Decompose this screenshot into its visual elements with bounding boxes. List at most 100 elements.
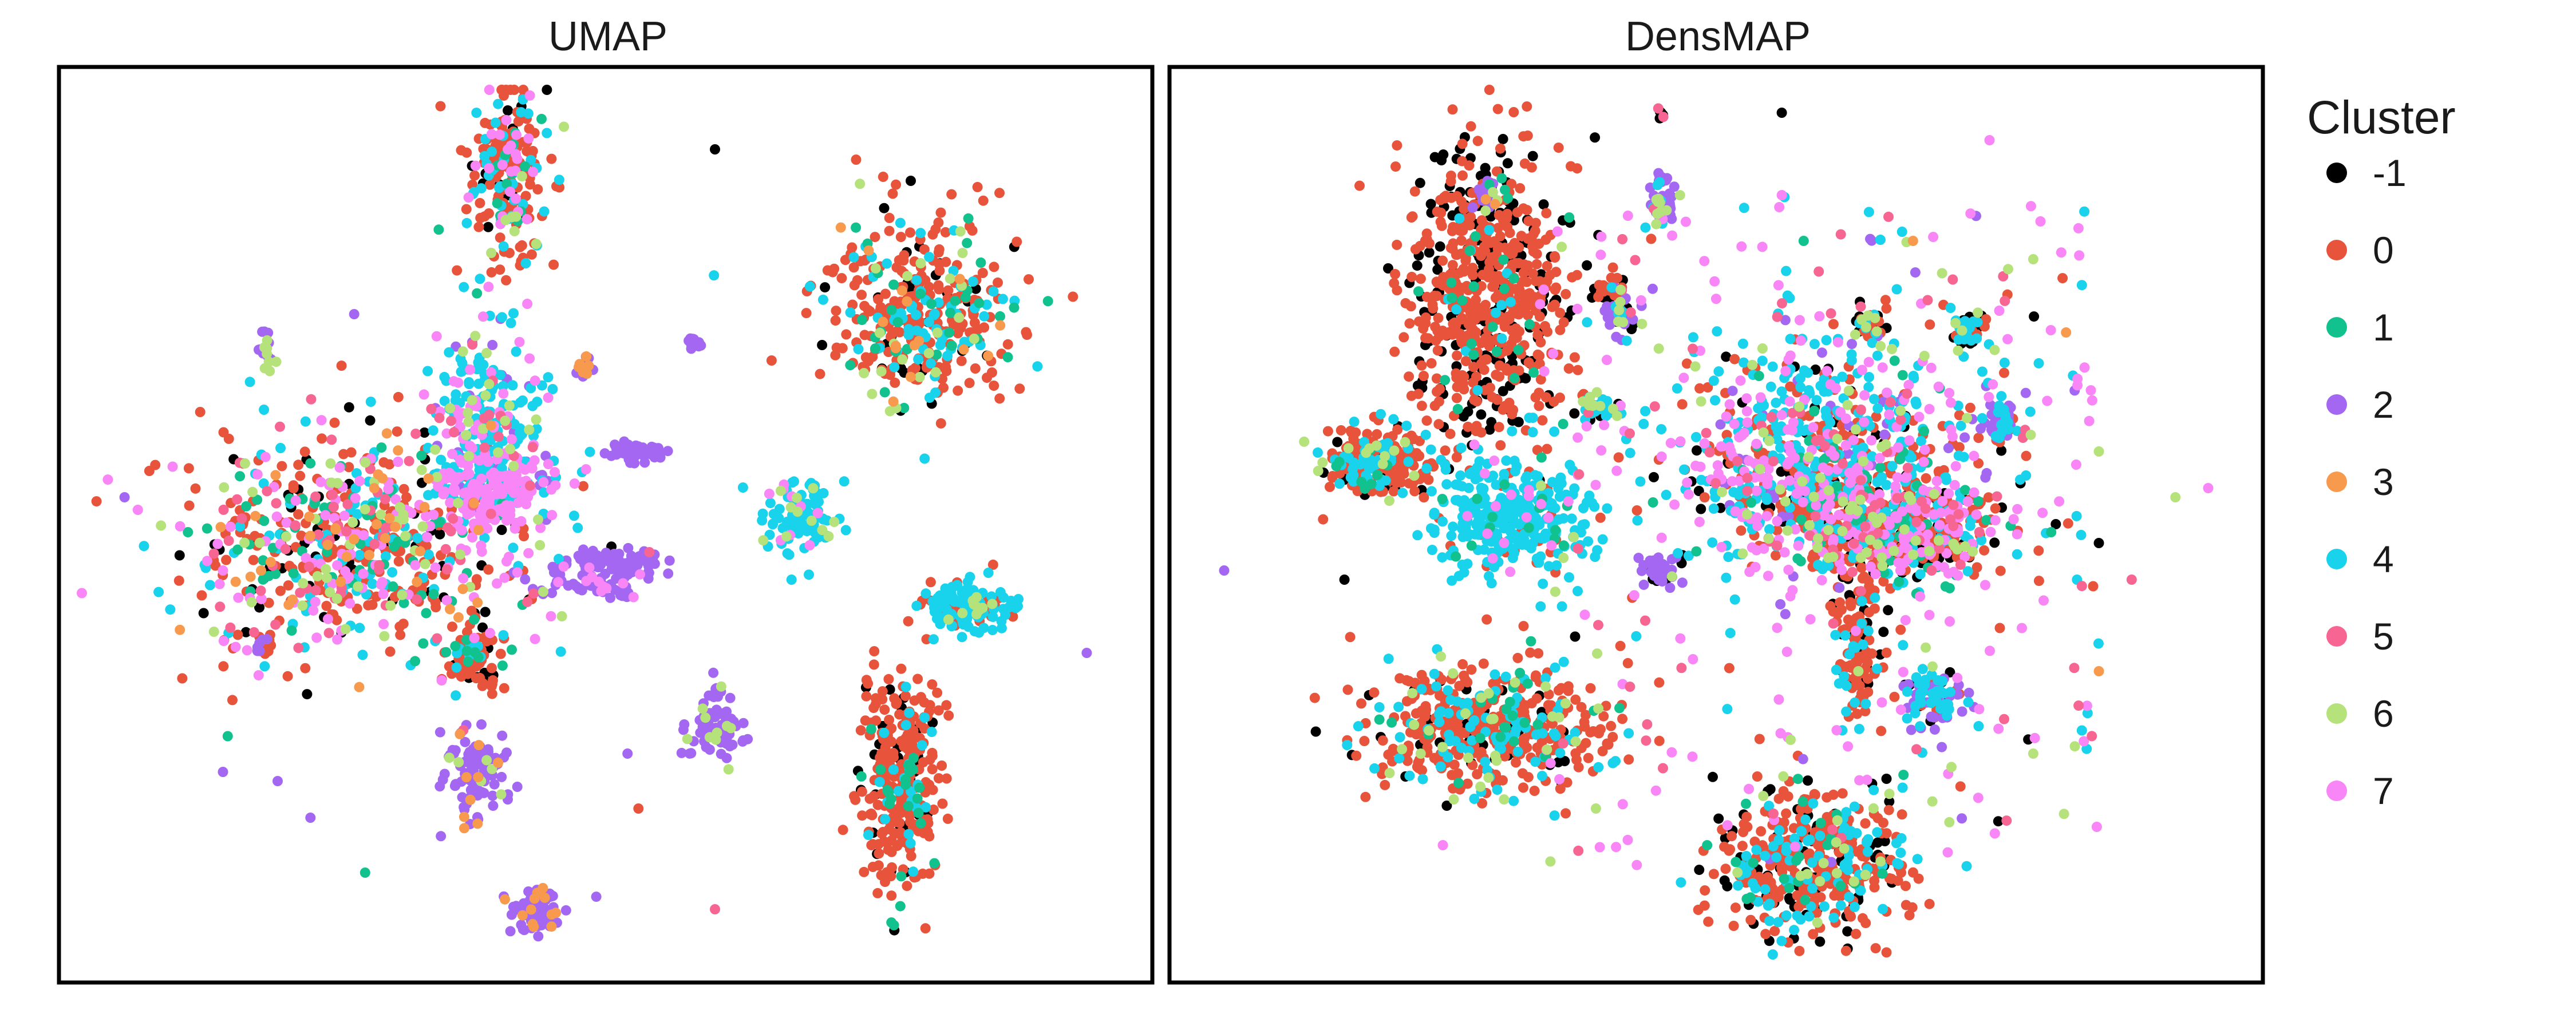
scatter-point-cluster-6 xyxy=(481,755,492,766)
scatter-point-cluster-7 xyxy=(538,477,549,488)
scatter-point-cluster-0 xyxy=(912,674,923,684)
scatter-point-cluster-6 xyxy=(972,602,983,613)
scatter-point-cluster-4 xyxy=(789,476,799,487)
scatter-point-cluster-1 xyxy=(305,458,316,469)
scatter-point-cluster-7 xyxy=(102,474,113,485)
scatter-point-cluster-4 xyxy=(543,372,554,383)
scatter-point-cluster-0 xyxy=(1507,248,1518,259)
scatter-point-cluster-0 xyxy=(1432,386,1442,397)
scatter-point-cluster-0 xyxy=(878,172,888,182)
scatter-point-cluster-0 xyxy=(1495,143,1506,154)
scatter-point-cluster-1 xyxy=(441,647,452,657)
scatter-point-cluster-0 xyxy=(456,145,467,156)
scatter-point-cluster-4 xyxy=(863,830,874,841)
scatter-point-cluster-0 xyxy=(870,232,880,243)
scatter-point-cluster-6 xyxy=(723,764,734,775)
scatter-point-cluster-0 xyxy=(1869,876,1880,886)
scatter-point-cluster-4 xyxy=(476,183,487,194)
scatter-point-cluster-4 xyxy=(908,866,919,877)
scatter-point-cluster-6 xyxy=(859,368,870,378)
scatter-point-cluster-2 xyxy=(540,450,551,461)
scatter-point-cluster--1 xyxy=(1310,726,1321,737)
scatter-point-cluster-0 xyxy=(1424,238,1435,249)
scatter-point-cluster-6 xyxy=(247,486,258,497)
scatter-point-cluster-2 xyxy=(707,690,718,700)
scatter-point-cluster--1 xyxy=(1883,605,1894,616)
scatter-point-cluster-5 xyxy=(373,564,384,575)
scatter-point-cluster-0 xyxy=(872,799,883,810)
scatter-point-cluster-0 xyxy=(884,225,895,236)
scatter-point-cluster-7 xyxy=(484,163,495,173)
scatter-point-cluster-0 xyxy=(1540,321,1550,331)
scatter-point-cluster-7 xyxy=(530,633,540,644)
scatter-point-cluster--1 xyxy=(302,689,313,700)
scatter-point-cluster-3 xyxy=(888,396,899,407)
scatter-point-cluster-4 xyxy=(436,454,447,465)
scatter-point-cluster-0 xyxy=(1457,170,1468,181)
scatter-point-cluster-3 xyxy=(539,892,550,903)
scatter-point-cluster-2 xyxy=(594,561,605,572)
scatter-point-cluster--1 xyxy=(820,282,831,293)
scatter-point-cluster-6 xyxy=(829,517,840,528)
scatter-point-cluster-5 xyxy=(215,601,226,612)
scatter-point-cluster-0 xyxy=(1360,791,1371,802)
scatter-point-cluster--1 xyxy=(174,550,185,561)
scatter-point-cluster-7 xyxy=(449,484,460,495)
scatter-point-cluster-7 xyxy=(383,484,394,494)
scatter-point-cluster-0 xyxy=(943,710,954,721)
scatter-point-cluster-0 xyxy=(1389,278,1400,288)
scatter-point-cluster-0 xyxy=(865,809,876,819)
scatter-point-cluster-0 xyxy=(1456,335,1467,346)
scatter-point-cluster-3 xyxy=(954,274,965,284)
scatter-point-cluster-0 xyxy=(1558,317,1569,328)
scatter-point-cluster-6 xyxy=(725,723,736,734)
scatter-point-cluster--1 xyxy=(419,427,430,438)
scatter-point-cluster-6 xyxy=(397,589,408,600)
scatter-point-cluster-7 xyxy=(214,579,225,589)
scatter-point-cluster-6 xyxy=(507,212,517,223)
scatter-point-cluster-6 xyxy=(969,334,979,344)
scatter-point-cluster-0 xyxy=(1354,180,1365,191)
scatter-point-cluster-5 xyxy=(293,643,304,653)
scatter-point-cluster-5 xyxy=(232,494,243,505)
scatter-point-cluster--1 xyxy=(2029,311,2040,322)
scatter-point-cluster-1 xyxy=(946,340,957,351)
scatter-point-cluster-0 xyxy=(924,779,935,790)
scatter-point-cluster-0 xyxy=(841,329,852,340)
scatter-point-cluster-3 xyxy=(517,910,528,921)
scatter-point-cluster-5 xyxy=(710,904,720,914)
scatter-point-cluster-0 xyxy=(1351,750,1362,761)
scatter-point-cluster-2 xyxy=(547,588,558,599)
scatter-point-cluster-4 xyxy=(737,482,748,493)
scatter-point-cluster-5 xyxy=(434,413,445,423)
scatter-point-cluster-2 xyxy=(460,736,471,747)
scatter-point-cluster-7 xyxy=(497,160,508,171)
scatter-point-cluster-0 xyxy=(1481,614,1492,625)
scatter-point-cluster-2 xyxy=(597,552,608,563)
scatter-point-cluster-5 xyxy=(248,627,259,637)
scatter-point-cluster-7 xyxy=(478,311,488,322)
scatter-point-cluster-4 xyxy=(493,98,504,109)
scatter-point-cluster-5 xyxy=(280,544,291,554)
scatter-point-cluster-4 xyxy=(957,632,967,643)
scatter-point-cluster-0 xyxy=(1445,176,1456,187)
scatter-point-cluster-1 xyxy=(235,471,246,482)
scatter-point-cluster-1 xyxy=(388,581,398,592)
scatter-point-cluster-3 xyxy=(412,576,422,587)
scatter-point-cluster-1 xyxy=(851,222,862,233)
scatter-point-cluster-5 xyxy=(327,489,338,500)
scatter-point-cluster-5 xyxy=(310,491,321,502)
scatter-point-cluster-4 xyxy=(520,258,531,268)
scatter-point-cluster-0 xyxy=(486,681,497,692)
scatter-point-cluster-0 xyxy=(338,449,349,459)
scatter-point-cluster-0 xyxy=(978,195,989,206)
scatter-point-cluster-3 xyxy=(578,367,588,378)
scatter-point-cluster-1 xyxy=(963,213,974,224)
scatter-point-cluster-0 xyxy=(521,146,532,157)
scatter-point-cluster-0 xyxy=(1532,349,1543,360)
scatter-point-cluster-7 xyxy=(320,510,331,521)
scatter-point-cluster-2 xyxy=(483,744,493,755)
scatter-point-cluster-4 xyxy=(153,587,164,597)
scatter-point-cluster-0 xyxy=(1531,217,1541,228)
scatter-point-cluster-0 xyxy=(1457,156,1467,167)
